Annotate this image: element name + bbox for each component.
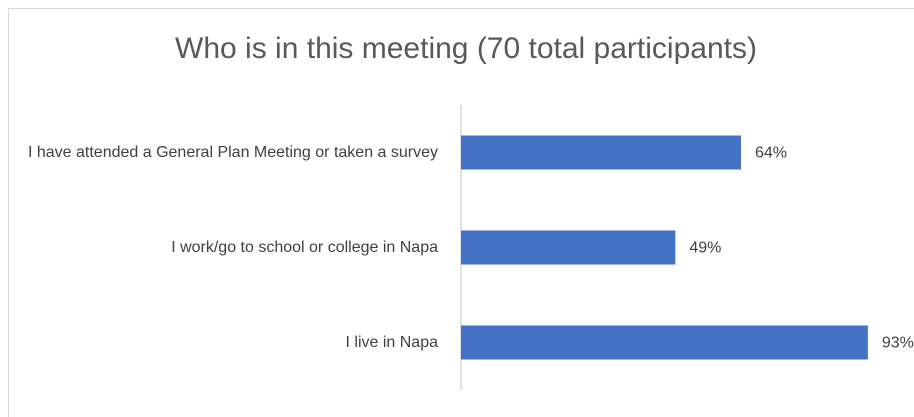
category-label: I live in Napa [345, 333, 439, 351]
category-label: I work/go to school or college in Napa [171, 238, 438, 256]
value-label: 93% [882, 335, 914, 352]
category-label-box: I work/go to school or college in Napa [8, 237, 438, 259]
category-label-box: I have attended a General Plan Meeting o… [8, 142, 438, 164]
chart-frame [8, 8, 914, 417]
category-label: I have attended a General Plan Meeting o… [27, 143, 438, 161]
value-label: 64% [755, 145, 787, 162]
chart-title: Who is in this meeting (70 total partici… [175, 32, 757, 65]
bar [461, 230, 676, 265]
category-label-box: I live in Napa [8, 332, 439, 354]
bar [461, 325, 868, 360]
value-label: 49% [689, 240, 721, 257]
bar [461, 135, 741, 170]
